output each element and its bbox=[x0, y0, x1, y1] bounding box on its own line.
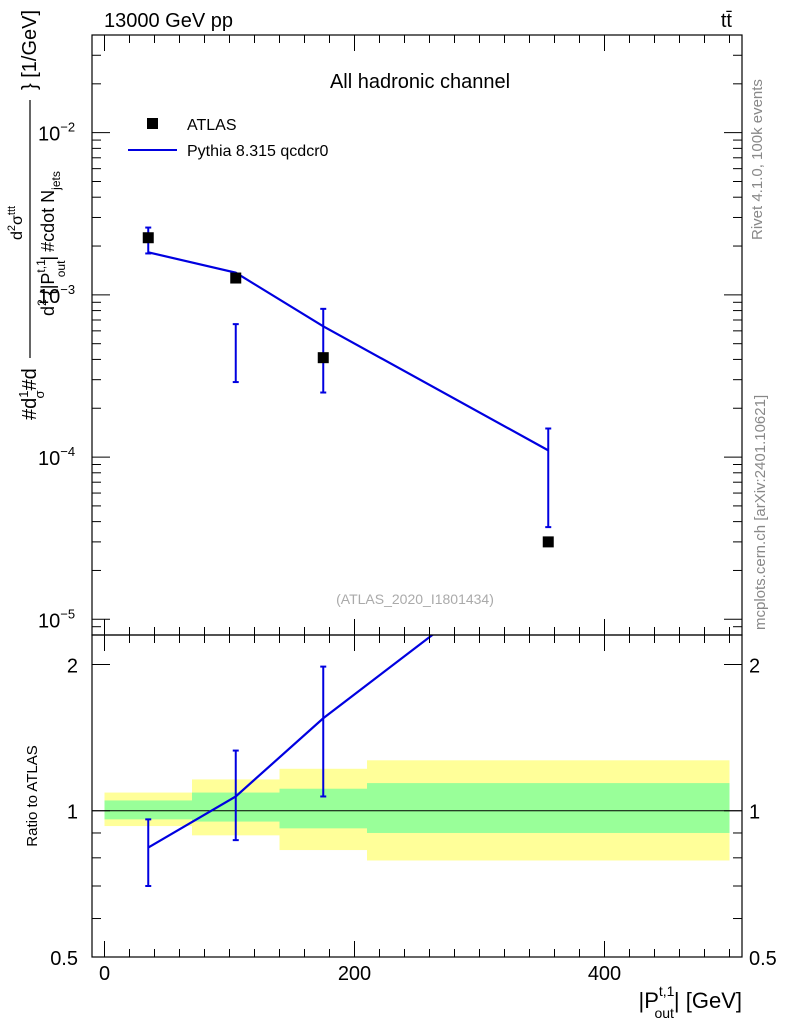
ratio-band-inner bbox=[104, 800, 192, 820]
atlas-data-point bbox=[142, 232, 154, 244]
main-y-axis-label: #d1σ#d d2{|Pt,1 out|#cdot Njets d2σttt } … bbox=[6, 10, 68, 420]
pythia-ratio-series bbox=[145, 635, 435, 888]
ratio-panel: 2 2 1 1 0.5 0.5 Ratio to ATLAS bbox=[24, 634, 777, 970]
pythia-ratio-line bbox=[147, 635, 435, 849]
x-tick-label: 200 bbox=[338, 963, 371, 985]
ratio-y-tick-labels: 2 2 1 1 0.5 0.5 bbox=[50, 655, 777, 970]
header-final-state: tt̄ bbox=[721, 10, 733, 32]
atlas-data-point bbox=[542, 536, 554, 548]
ratio-y-tick-label-left: 0.5 bbox=[50, 948, 78, 970]
ratio-y-tick-label-left: 1 bbox=[67, 802, 78, 824]
ratio-band-inner bbox=[367, 783, 730, 833]
ratio-y-tick-label-right: 2 bbox=[749, 655, 760, 677]
svg-text:#d1σ#d: #d1σ#d bbox=[16, 368, 47, 420]
pythia-ratio-group bbox=[145, 635, 435, 888]
rivet-label: Rivet 4.1.0, 100k events bbox=[749, 79, 766, 240]
legend-atlas-label: ATLAS bbox=[187, 117, 237, 134]
ratio-y-tick-label-left: 2 bbox=[67, 655, 78, 677]
svg-text:} [1/GeV]: } [1/GeV] bbox=[19, 10, 41, 90]
x-tick-label: 400 bbox=[588, 963, 621, 985]
pythia-main-line bbox=[148, 251, 549, 452]
legend: ATLAS Pythia 8.315 qcdcr0 bbox=[128, 117, 329, 160]
ratio-frame bbox=[91, 634, 743, 958]
legend-pythia-label: Pythia 8.315 qcdcr0 bbox=[187, 143, 329, 160]
x-tick-labels: 0 200 400 bbox=[99, 963, 621, 985]
pythia-main-series bbox=[145, 226, 552, 529]
x-tick-label: 0 bbox=[99, 963, 110, 985]
main-y-tick-labels: 10−2 10−3 10−4 10−5 bbox=[38, 120, 75, 633]
main-y-tick-label: 10−2 bbox=[38, 120, 75, 146]
main-axis-ticks bbox=[92, 34, 742, 636]
ratio-y-tick-label-right: 1 bbox=[749, 802, 760, 824]
main-y-tick-label: 10−5 bbox=[38, 606, 75, 632]
plot-title: All hadronic channel bbox=[330, 71, 510, 93]
ratio-axis-ticks bbox=[92, 635, 742, 958]
ratio-y-axis-label: Ratio to ATLAS bbox=[24, 745, 41, 846]
legend-atlas-marker bbox=[147, 118, 158, 129]
svg-text:d2σttt: d2σttt bbox=[6, 206, 26, 240]
analysis-watermark: (ATLAS_2020_I1801434) bbox=[336, 591, 494, 607]
main-panel: All hadronic channel (ATLAS_2020_I180143… bbox=[38, 34, 743, 636]
header-process: 13000 GeV pp bbox=[104, 10, 233, 32]
atlas-data-point bbox=[230, 272, 242, 284]
main-y-tick-label: 10−4 bbox=[38, 444, 75, 470]
mcplots-label: mcplots.cern.ch [arXiv:2401.10621] bbox=[752, 395, 769, 630]
ratio-y-tick-label-right: 0.5 bbox=[749, 948, 777, 970]
atlas-data-point bbox=[317, 352, 329, 364]
atlas-main-series bbox=[142, 232, 554, 548]
main-y-tick-label: 10−3 bbox=[38, 282, 75, 308]
x-axis-label: |Pt,1 out| [GeV] bbox=[638, 983, 742, 1021]
